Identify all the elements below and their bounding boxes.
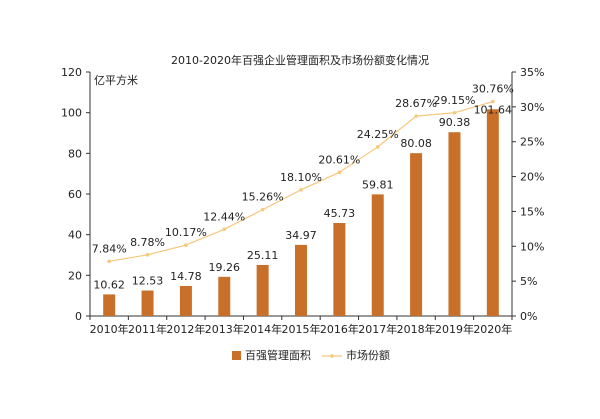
line-point <box>107 259 111 264</box>
line-value-label: 8.78% <box>130 236 165 249</box>
y-right-tick-label: 20% <box>520 171 544 184</box>
x-tick-label: 2018年 <box>397 322 436 336</box>
line-point <box>260 207 265 212</box>
x-tick-label: 2015年 <box>282 322 321 336</box>
axes: 0 20 40 60 80 100 120 0% 5% 10% 15% 20% 25% 30% 35% 201… <box>61 66 544 336</box>
y-left-tick-label: 80 <box>68 147 82 160</box>
y-right-tick-label: 30% <box>520 101 544 114</box>
bar <box>410 153 423 316</box>
x-tick-label: 2010年 <box>90 322 129 336</box>
bar-value-label: 90.38 <box>439 116 471 129</box>
x-tick-label: 2017年 <box>358 322 397 336</box>
legend: 百强管理面积 市场份额 <box>232 348 390 362</box>
bar-value-label: 19.26 <box>209 261 241 274</box>
bar <box>448 132 461 316</box>
line-value-label: 15.26% <box>242 191 284 204</box>
y-left-tick-label: 20 <box>68 269 82 282</box>
bar <box>218 276 231 316</box>
y-left-tick-label: 0 <box>75 310 82 323</box>
line-value-label: 28.67% <box>395 97 437 110</box>
bar <box>371 194 384 316</box>
bar <box>141 290 154 316</box>
x-tick-label: 2013年 <box>205 322 244 336</box>
data-labels: 10.62 12.53 14.78 19.26 25.11 34.97 45.73 59.81… <box>92 83 514 292</box>
bar <box>256 264 269 316</box>
line-value-label: 20.61% <box>318 153 360 166</box>
line-series <box>107 99 495 264</box>
line-value-label: 30.76% <box>472 83 514 96</box>
y-left-tick-label: 60 <box>68 188 82 201</box>
x-tick-label: 2020年 <box>473 322 512 336</box>
bar-series <box>103 109 499 316</box>
y-right-tick-label: 35% <box>520 66 544 79</box>
x-tick-label: 2014年 <box>243 322 282 336</box>
x-tick-label: 2016年 <box>320 322 359 336</box>
line-value-label: 10.17% <box>165 226 207 239</box>
y-axis-unit-label: 亿平方米 <box>94 73 138 87</box>
bar-value-label: 12.53 <box>132 275 164 288</box>
y-left-tick-label: 100 <box>61 107 82 120</box>
legend-swatch-line-point <box>330 354 334 358</box>
bar <box>333 223 346 316</box>
bar-value-label: 14.78 <box>170 270 202 283</box>
legend-label-line: 市场份额 <box>346 348 390 362</box>
bar-value-label: 34.97 <box>285 229 317 242</box>
line-point <box>491 99 495 104</box>
bar-value-label: 101.64 <box>474 103 513 116</box>
bar-value-label: 80.08 <box>400 137 432 150</box>
line-point <box>145 252 150 257</box>
bar-value-label: 25.11 <box>247 249 279 262</box>
line-point <box>337 170 342 175</box>
y-left-tick-label: 40 <box>68 229 82 242</box>
chart-title: 2010-2020年百强企业管理面积及市场份额变化情况 <box>171 53 429 67</box>
y-left-tick-label: 120 <box>61 66 82 79</box>
x-tick-label: 2019年 <box>435 322 474 336</box>
line-point <box>414 114 418 118</box>
line-value-label: 12.44% <box>203 210 245 223</box>
x-tick-label: 2011年 <box>128 322 167 336</box>
y-right-tick-label: 0% <box>520 310 537 323</box>
y-right-tick-label: 15% <box>520 205 544 218</box>
x-tick-label: 2012年 <box>166 322 205 336</box>
y-right-tick-label: 25% <box>520 136 544 149</box>
line-value-label: 7.84% <box>92 242 127 255</box>
bar-value-label: 59.81 <box>362 178 394 191</box>
line-point <box>222 227 227 232</box>
bar <box>295 244 307 316</box>
line-point <box>452 110 457 115</box>
y-right-tick-label: 5% <box>520 275 537 288</box>
line-value-label: 29.15% <box>433 94 475 107</box>
bar <box>179 285 192 316</box>
bar <box>486 109 499 316</box>
line-point <box>375 145 380 149</box>
bar-value-label: 45.73 <box>324 207 356 220</box>
legend-label-bar: 百强管理面积 <box>245 348 311 362</box>
bar <box>103 294 116 316</box>
bar-value-label: 10.62 <box>93 278 125 291</box>
y-right-tick-label: 10% <box>520 240 544 253</box>
line-point <box>299 188 303 192</box>
legend-swatch-bar <box>232 351 241 360</box>
line-point <box>184 243 188 247</box>
line-value-label: 24.25% <box>357 128 399 141</box>
line-value-label: 18.10% <box>280 171 322 184</box>
